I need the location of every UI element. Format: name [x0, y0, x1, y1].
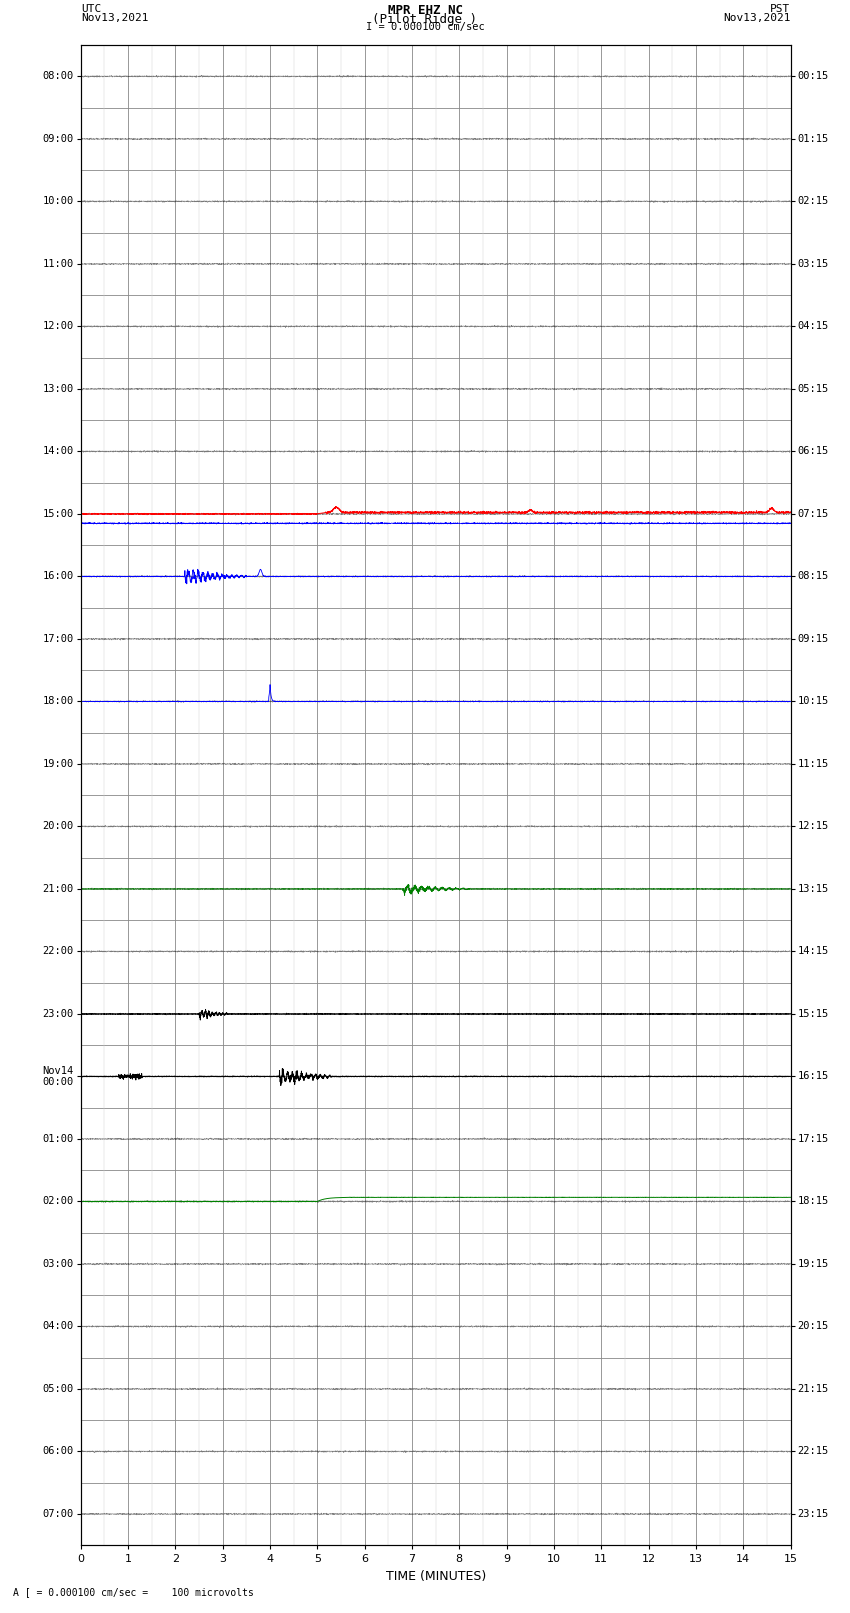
- Text: I = 0.000100 cm/sec: I = 0.000100 cm/sec: [366, 23, 484, 32]
- Text: Nov13,2021: Nov13,2021: [81, 13, 148, 23]
- Text: A [ = 0.000100 cm/sec =    100 microvolts: A [ = 0.000100 cm/sec = 100 microvolts: [13, 1587, 253, 1597]
- Text: Nov13,2021: Nov13,2021: [723, 13, 791, 23]
- Text: (Pilot Ridge ): (Pilot Ridge ): [372, 13, 478, 26]
- Text: PST: PST: [770, 5, 790, 15]
- Text: UTC: UTC: [81, 5, 101, 15]
- X-axis label: TIME (MINUTES): TIME (MINUTES): [386, 1569, 485, 1582]
- Text: MPR EHZ NC: MPR EHZ NC: [388, 5, 462, 18]
